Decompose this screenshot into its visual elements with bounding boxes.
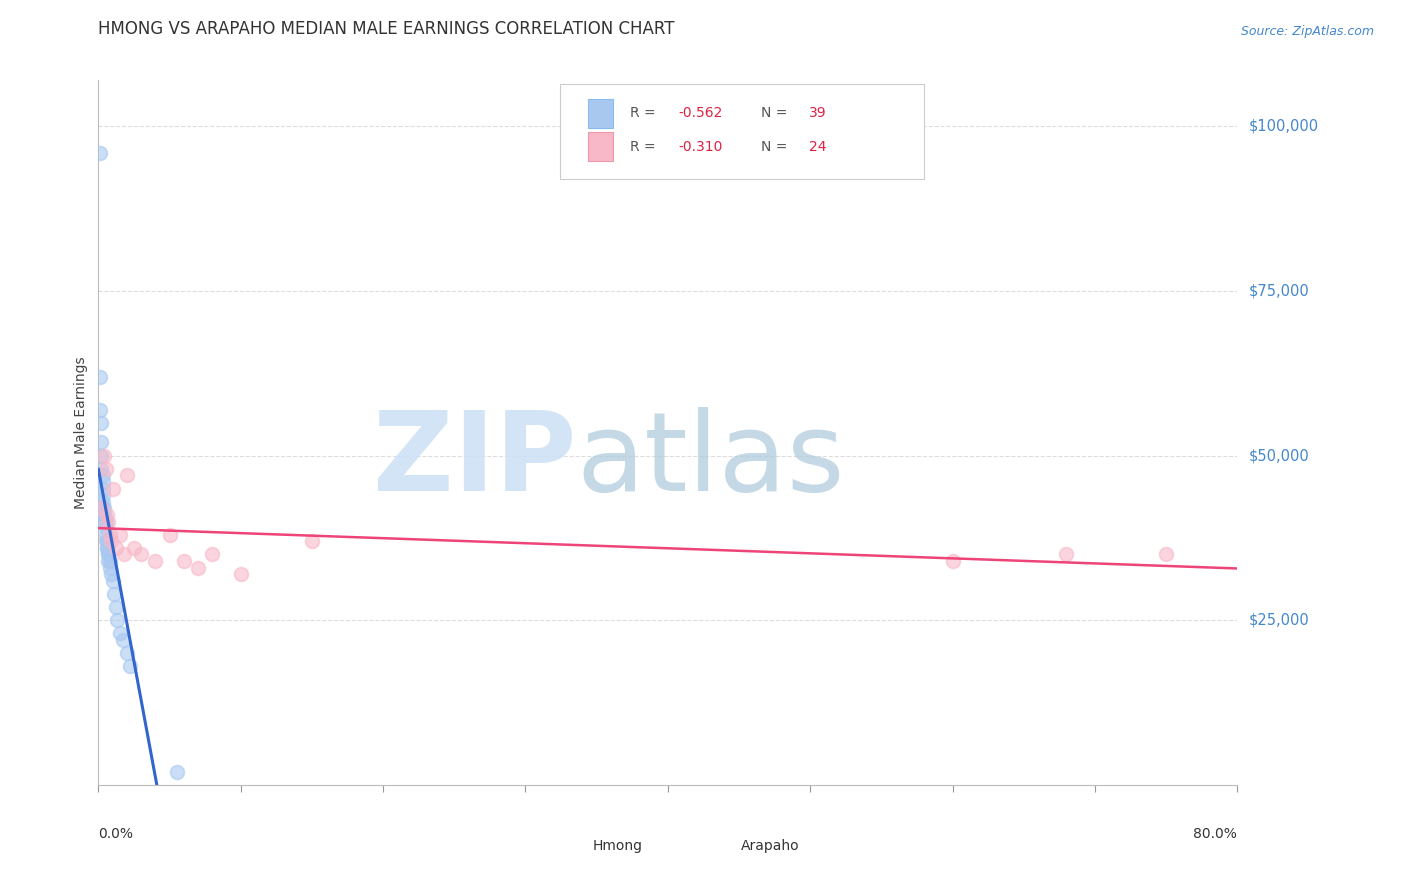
Point bbox=[115, 646, 138, 660]
Point bbox=[94, 521, 117, 535]
FancyBboxPatch shape bbox=[560, 84, 924, 179]
Point bbox=[145, 554, 167, 568]
Text: atlas: atlas bbox=[576, 408, 845, 515]
Point bbox=[97, 548, 120, 562]
Text: $25,000: $25,000 bbox=[1249, 613, 1309, 628]
Point bbox=[173, 554, 195, 568]
Point bbox=[111, 633, 134, 648]
Point bbox=[97, 515, 120, 529]
Point bbox=[90, 449, 112, 463]
Text: N =: N = bbox=[761, 106, 792, 120]
Point bbox=[301, 534, 323, 549]
Point bbox=[98, 560, 121, 574]
Point bbox=[104, 600, 127, 615]
Point bbox=[103, 587, 125, 601]
Point bbox=[89, 369, 111, 384]
Point bbox=[98, 554, 121, 568]
Text: 0.0%: 0.0% bbox=[98, 827, 134, 841]
Point bbox=[91, 475, 114, 489]
Point bbox=[115, 468, 138, 483]
Text: $50,000: $50,000 bbox=[1249, 448, 1309, 463]
Point bbox=[98, 527, 121, 541]
Point bbox=[94, 462, 117, 476]
Bar bbox=[588, 132, 613, 161]
Point bbox=[101, 482, 124, 496]
Point bbox=[101, 574, 124, 588]
Point bbox=[96, 541, 118, 555]
Point bbox=[122, 541, 145, 555]
Point bbox=[90, 501, 112, 516]
Point bbox=[112, 548, 135, 562]
Point bbox=[89, 145, 111, 160]
Point bbox=[1154, 548, 1177, 562]
Text: Hmong: Hmong bbox=[593, 839, 643, 854]
Text: 39: 39 bbox=[808, 106, 827, 120]
Text: -0.310: -0.310 bbox=[678, 139, 723, 153]
Point bbox=[91, 501, 114, 516]
Point bbox=[187, 560, 209, 574]
Point bbox=[229, 567, 252, 582]
Point bbox=[91, 482, 114, 496]
Text: $75,000: $75,000 bbox=[1249, 284, 1309, 299]
Y-axis label: Median Male Earnings: Median Male Earnings bbox=[75, 356, 89, 509]
Bar bbox=[588, 99, 613, 128]
Point bbox=[129, 548, 152, 562]
Point bbox=[159, 527, 181, 541]
Text: $100,000: $100,000 bbox=[1249, 119, 1319, 134]
Point bbox=[91, 488, 114, 502]
Text: Arapaho: Arapaho bbox=[741, 839, 800, 854]
Point bbox=[100, 567, 122, 582]
Point bbox=[90, 416, 112, 430]
Point bbox=[96, 508, 118, 522]
Text: N =: N = bbox=[761, 139, 792, 153]
Point bbox=[94, 527, 117, 541]
Point bbox=[94, 515, 117, 529]
Bar bbox=[554, 838, 579, 855]
Text: R =: R = bbox=[630, 139, 661, 153]
Point bbox=[93, 508, 115, 522]
Point bbox=[93, 449, 115, 463]
Point bbox=[166, 764, 188, 779]
Text: ZIP: ZIP bbox=[374, 408, 576, 515]
Point bbox=[108, 626, 131, 640]
Point bbox=[96, 541, 118, 555]
Bar bbox=[702, 838, 727, 855]
Text: R =: R = bbox=[630, 106, 661, 120]
Point bbox=[100, 534, 122, 549]
Point bbox=[90, 462, 112, 476]
Point bbox=[201, 548, 224, 562]
Point bbox=[91, 495, 114, 509]
Point bbox=[93, 501, 115, 516]
Text: 80.0%: 80.0% bbox=[1194, 827, 1237, 841]
Point bbox=[105, 613, 128, 627]
Point bbox=[942, 554, 965, 568]
Text: HMONG VS ARAPAHO MEDIAN MALE EARNINGS CORRELATION CHART: HMONG VS ARAPAHO MEDIAN MALE EARNINGS CO… bbox=[98, 20, 675, 38]
Point bbox=[97, 554, 120, 568]
Point bbox=[104, 541, 127, 555]
Point bbox=[1056, 548, 1078, 562]
Point bbox=[93, 508, 115, 522]
Point bbox=[90, 435, 112, 450]
Text: -0.562: -0.562 bbox=[678, 106, 723, 120]
Point bbox=[96, 534, 118, 549]
Point bbox=[91, 468, 114, 483]
Point bbox=[93, 515, 115, 529]
Point bbox=[108, 527, 131, 541]
Point bbox=[94, 534, 117, 549]
Text: Source: ZipAtlas.com: Source: ZipAtlas.com bbox=[1241, 25, 1374, 38]
Point bbox=[97, 548, 120, 562]
Text: 24: 24 bbox=[808, 139, 827, 153]
Point bbox=[118, 659, 141, 673]
Point bbox=[89, 402, 111, 417]
